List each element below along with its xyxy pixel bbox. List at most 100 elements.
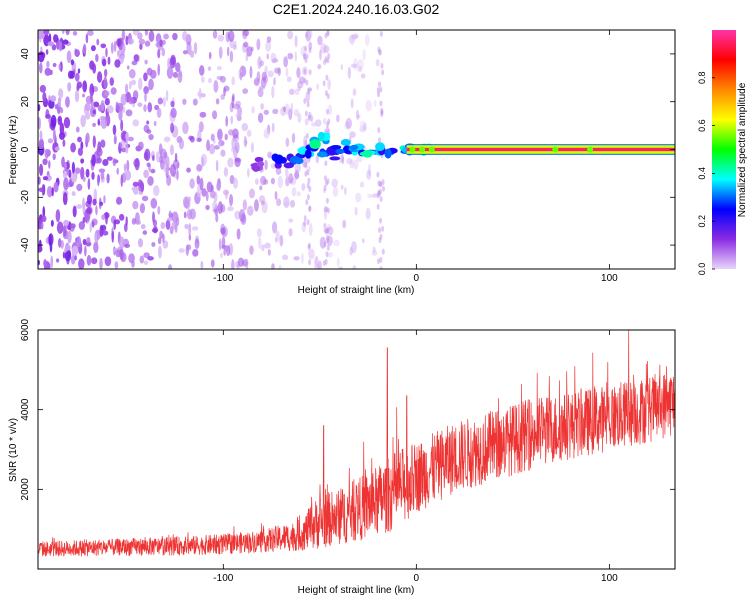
noise-blob: [74, 167, 81, 174]
noise-blob: [64, 162, 67, 170]
noise-streak: [325, 227, 329, 234]
spectrogram-panel: -100 0 100 -40 -20 0 20 40 Height of straight …: [8, 29, 676, 296]
noise-streak: [325, 197, 329, 204]
noise-blob: [259, 60, 264, 67]
noise-blob: [42, 206, 46, 218]
noise-blob: [248, 188, 255, 199]
noise-streak: [327, 207, 331, 214]
noise-blob: [157, 49, 161, 59]
noise-blob: [283, 201, 290, 207]
noise-blob: [65, 30, 70, 36]
noise-blob: [294, 88, 300, 96]
noise-blob: [201, 187, 207, 197]
noise-blob: [338, 154, 344, 164]
noise-blob: [323, 117, 327, 125]
noise-blob: [92, 109, 96, 115]
x-tick-label: -100: [213, 273, 233, 284]
noise-blob: [158, 245, 162, 259]
noise-blob: [86, 194, 93, 205]
noise-blob: [156, 107, 162, 118]
noise-blob: [219, 75, 226, 83]
noise-blob: [229, 193, 234, 207]
noise-blob: [38, 104, 41, 112]
noise-blob: [345, 117, 353, 129]
noise-blob: [46, 149, 51, 157]
noise-blob: [80, 158, 85, 164]
noise-blob: [352, 88, 357, 96]
signal-blob: [342, 145, 351, 154]
noise-blob: [266, 36, 272, 43]
noise-blob: [46, 60, 50, 68]
noise-streak: [303, 77, 307, 84]
noise-blob: [42, 92, 47, 102]
noise-blob: [71, 245, 79, 256]
noise-streak: [323, 241, 327, 248]
noise-blob: [247, 205, 254, 216]
noise-blob: [110, 41, 114, 54]
noise-blob: [171, 221, 177, 230]
noise-blob: [167, 57, 171, 69]
noise-blob: [162, 157, 167, 165]
noise-blob: [50, 114, 57, 128]
noise-blob: [367, 163, 372, 176]
noise-blob: [242, 199, 247, 211]
noise-blob: [55, 258, 60, 263]
noise-streak: [326, 178, 330, 185]
noise-streak: [379, 256, 383, 263]
noise-blob: [308, 223, 313, 236]
noise-blob: [176, 169, 179, 181]
colorbar: 0.0 0.2 0.4 0.6 0.8 Normalized spectral ampl…: [697, 30, 748, 275]
signal-blob: [384, 148, 392, 159]
noise-blob: [375, 58, 380, 67]
spectrogram-x-label: Height of straight line (km): [298, 285, 415, 296]
noise-streak: [325, 251, 329, 258]
noise-blob: [323, 45, 330, 54]
noise-blob: [314, 255, 319, 269]
noise-blob: [67, 230, 72, 244]
noise-blob: [100, 116, 108, 129]
noise-blob: [223, 248, 226, 256]
noise-blob: [80, 114, 86, 128]
noise-blob: [132, 200, 139, 210]
noise-blob: [143, 72, 148, 82]
noise-blob: [152, 155, 155, 162]
noise-blob: [212, 30, 218, 39]
noise-blob: [341, 156, 345, 165]
noise-blob: [123, 163, 127, 172]
noise-blob: [138, 141, 144, 150]
noise-blob: [263, 109, 270, 115]
noise-blob: [199, 177, 204, 191]
noise-blob: [38, 163, 44, 176]
noise-blob: [169, 144, 174, 156]
noise-streak: [307, 177, 311, 184]
noise-blob: [62, 139, 66, 147]
noise-blob: [216, 182, 221, 191]
noise-blob: [352, 265, 357, 269]
noise-blob: [137, 238, 144, 248]
noise-blob: [207, 66, 212, 71]
noise-blob: [128, 96, 134, 105]
noise-blob: [166, 66, 174, 79]
noise-blob: [74, 49, 80, 57]
noise-blob: [76, 85, 80, 92]
noise-blob: [86, 254, 92, 266]
noise-blob: [165, 155, 170, 169]
noise-blob: [230, 115, 233, 125]
noise-blob: [71, 191, 76, 197]
noise-blob: [58, 40, 63, 52]
noise-blob: [153, 185, 160, 197]
noise-blob: [349, 246, 353, 256]
noise-blob: [218, 139, 225, 147]
noise-blob: [103, 76, 108, 89]
noise-blob: [182, 98, 187, 105]
noise-blob: [84, 245, 87, 257]
noise-blob: [362, 48, 366, 61]
noise-blob: [348, 34, 356, 44]
noise-blob: [286, 76, 292, 83]
noise-blob: [126, 65, 130, 70]
noise-blob: [188, 223, 192, 236]
noise-blob: [308, 248, 315, 260]
noise-blob: [276, 198, 282, 207]
noise-blob: [163, 151, 168, 159]
noise-blob: [86, 237, 91, 244]
